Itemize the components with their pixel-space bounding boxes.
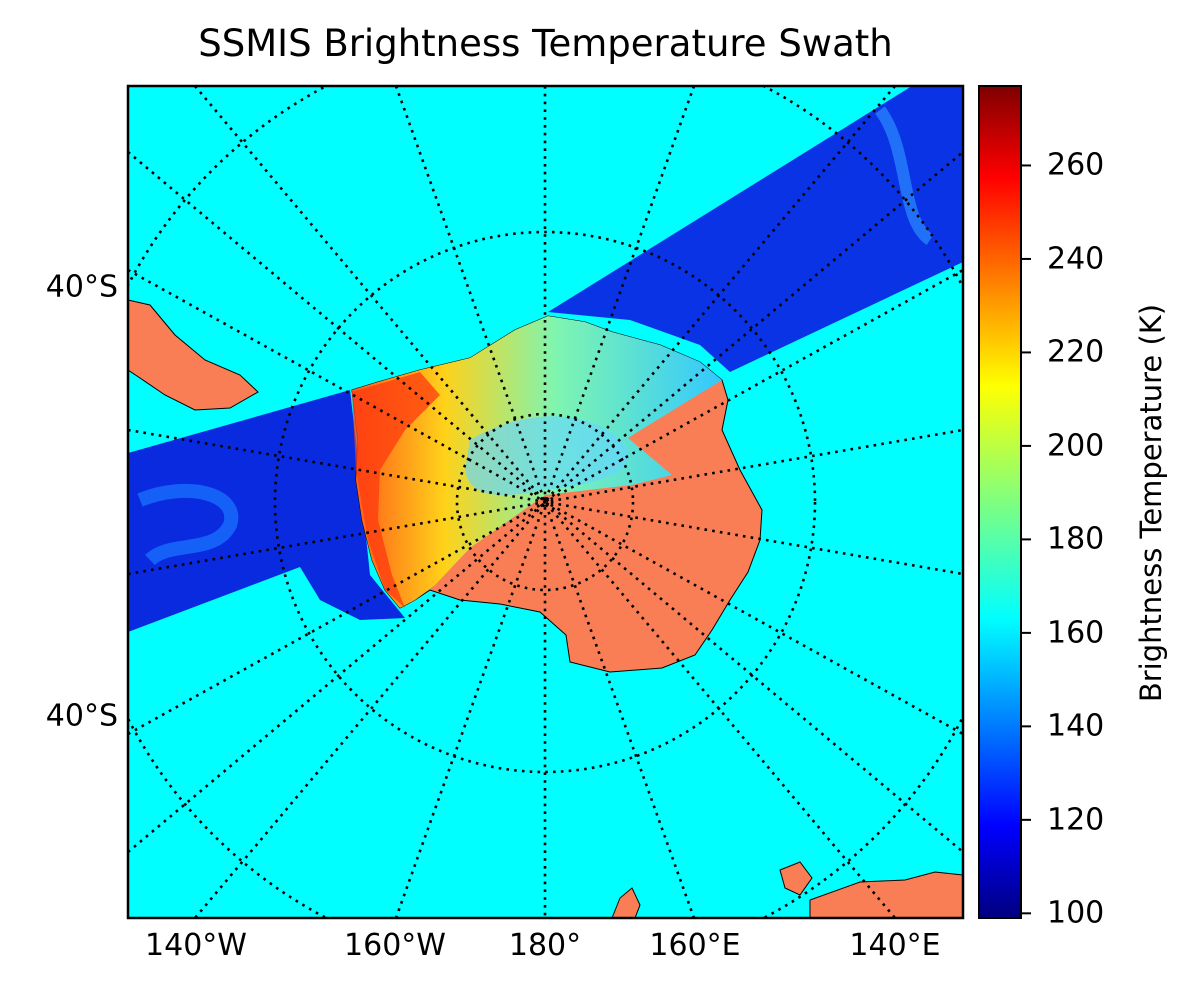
swath-eddy-west xyxy=(137,483,239,566)
colorbar-tick-label-120: 120 xyxy=(1047,802,1105,838)
lon-label-160e: 160°E xyxy=(649,928,741,963)
colorbar-tick-label-240: 240 xyxy=(1047,241,1105,277)
swath-warm-edge xyxy=(352,372,440,608)
colorbar-tick-label-200: 200 xyxy=(1047,428,1105,464)
island-land xyxy=(779,861,813,896)
lon-label-160w: 160°W xyxy=(344,928,446,963)
colorbar-label: Brightness Temperature (K) xyxy=(1134,303,1168,703)
lat-label-top: 40°S xyxy=(45,269,118,305)
swath-strip-west xyxy=(128,390,405,632)
colorbar-tick-label-260: 260 xyxy=(1047,147,1105,183)
meridian-diagonal-a xyxy=(128,151,963,853)
latitude-circle-middle xyxy=(273,230,817,774)
australia-land xyxy=(809,871,963,918)
lat-label-bottom: 40°S xyxy=(45,698,118,734)
map-title: SSMIS Brightness Temperature Swath xyxy=(198,22,893,65)
new-zealand-land xyxy=(611,887,641,918)
lon-label-140w: 140°W xyxy=(145,928,247,963)
colorbar-tick-label-220: 220 xyxy=(1047,334,1105,370)
colorbar-tick-label-100: 100 xyxy=(1047,895,1105,931)
lon-label-140e: 140°E xyxy=(849,928,941,963)
map-frame xyxy=(126,84,965,920)
colorbar-tick-label-160: 160 xyxy=(1047,615,1105,651)
colorbar-tick-marks xyxy=(1021,164,1031,915)
meridian-flat-b xyxy=(128,428,963,576)
meridian-140e-140w xyxy=(194,86,896,918)
swath-strip-northeast xyxy=(548,86,963,372)
meridian-140w-140e xyxy=(194,86,896,918)
swath-eddy-northeast xyxy=(875,106,934,245)
colorbar-tick-label-140: 140 xyxy=(1047,708,1105,744)
south-america-land xyxy=(128,299,259,411)
colorbar xyxy=(978,85,1022,919)
graticule xyxy=(128,86,963,918)
meridian-diagonal-b xyxy=(128,151,963,853)
lon-label-180: 180° xyxy=(508,928,582,963)
swath-interior-cool xyxy=(465,416,629,496)
colorbar-tick-label-180: 180 xyxy=(1047,521,1105,557)
